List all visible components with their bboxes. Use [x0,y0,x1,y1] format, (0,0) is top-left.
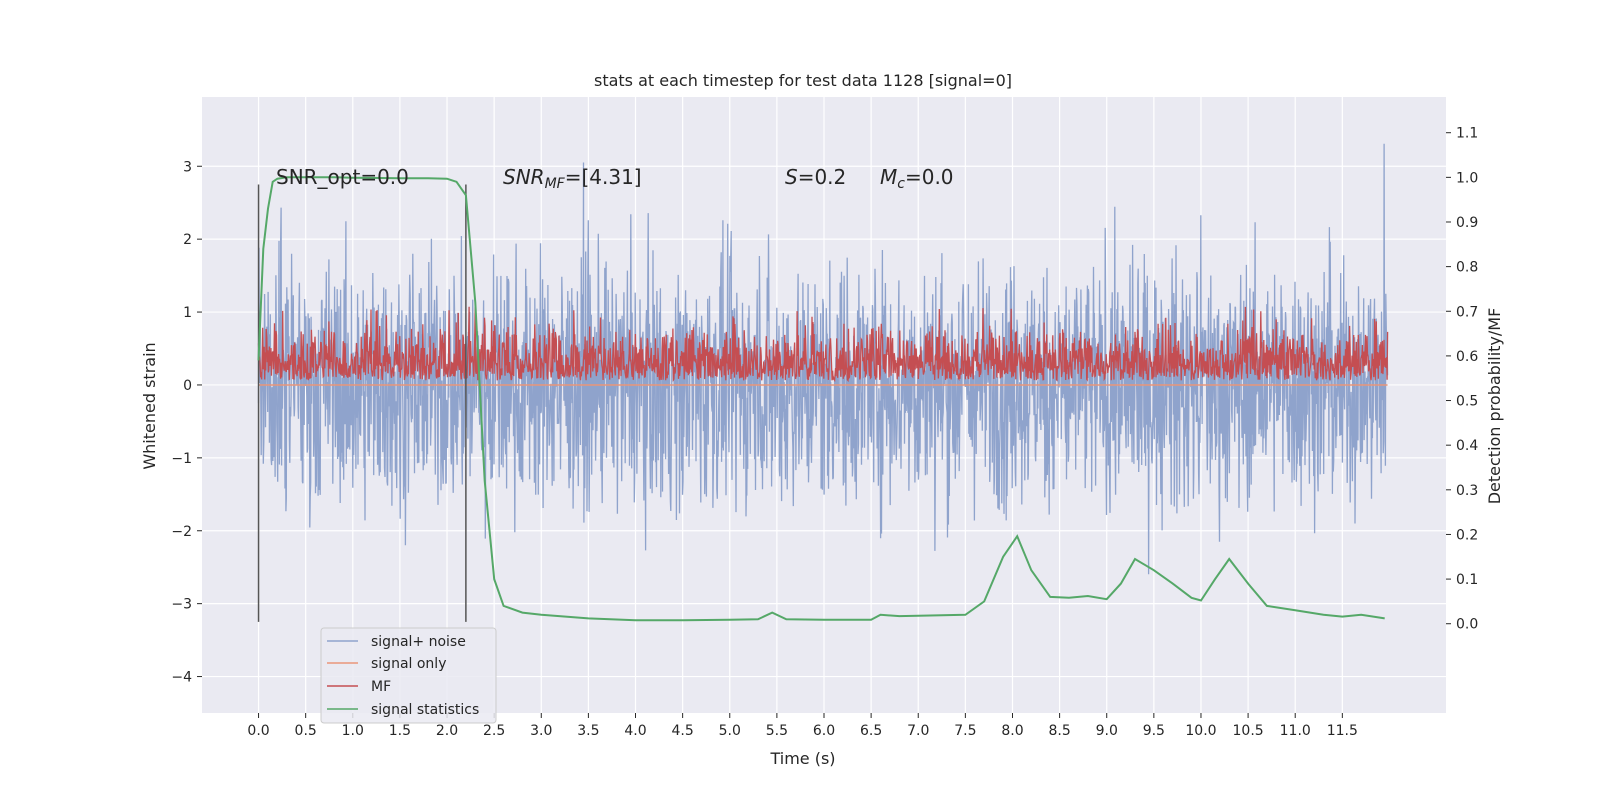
legend-entry: signal statistics [327,702,479,718]
x-tick-label: 1.0 [342,723,364,739]
y-axis-label-left: Whitened strain [140,342,159,469]
x-tick-label: 6.0 [813,723,835,739]
y-tick-label-left: 2 [183,232,192,248]
x-tick-label: 8.5 [1048,723,1070,739]
y-tick-label-right: 0.8 [1456,260,1478,276]
x-tick-label: 11.5 [1327,723,1358,739]
legend-label: signal statistics [371,702,479,718]
legend-label: MF [371,679,391,695]
x-tick-label: 5.5 [766,723,788,739]
legend: signal+ noise signal only MF signal stat… [320,627,497,724]
y-tick-label-right: 1.1 [1456,126,1478,142]
legend-box [320,627,497,724]
y-tick-label-left: −1 [171,451,192,467]
legend-entry: signal+ noise [327,634,466,650]
x-tick-label: 7.0 [907,723,929,739]
y-tick-label-right: 0.3 [1456,483,1478,499]
y-tick-label-left: −4 [171,670,192,686]
y-tick-label-left: −2 [171,524,192,540]
x-tick-label: 9.0 [1096,723,1118,739]
x-tick-label: 1.5 [389,723,411,739]
series-mf-line [257,306,1389,383]
chart-title: stats at each timestep for test data 112… [594,71,1012,90]
x-tick-label: 7.5 [954,723,976,739]
y-tick-label-right: 0.1 [1456,572,1478,588]
x-tick-label: 10.5 [1233,723,1264,739]
x-tick-label: 2.5 [483,723,505,739]
y-axis-label-right: Detection probability/MF [1485,308,1504,505]
series-signal-statistics-line [257,176,1385,622]
x-tick-label: 8.0 [1001,723,1023,739]
y-tick-label-left: 0 [183,378,192,394]
y-tick-label-right: 0.9 [1456,215,1478,231]
y-tick-label-right: 0.2 [1456,527,1478,543]
annotation-mc: Mc=0.0 [880,165,954,192]
x-tick-label: 10.0 [1185,723,1216,739]
legend-label: signal+ noise [371,634,466,650]
y-tick-label-left: 1 [183,305,192,321]
y-tick-label-right: 0.5 [1456,394,1478,410]
y-tick-label-right: 0.0 [1456,617,1478,633]
x-tick-label: 4.0 [624,723,646,739]
legend-entry: signal only [327,656,446,672]
x-tick-label: 11.0 [1280,723,1311,739]
x-tick-label: 3.0 [530,723,552,739]
y-tick-label-left: −3 [171,597,192,613]
x-tick-label: 9.5 [1143,723,1165,739]
series-signal-noise-line [257,143,1389,575]
x-axis-label: Time (s) [769,749,835,768]
y-tick-label-right: 1.0 [1456,170,1478,186]
annotation-snr-mf: SNRMF=[4.31] [503,165,642,192]
annotation-snr-opt: SNR_opt=0.0 [276,165,409,189]
legend-entry: MF [327,679,391,695]
legend-label: signal only [371,656,446,672]
y-tick-label-right: 0.7 [1456,304,1478,320]
x-tick-label: 5.0 [719,723,741,739]
annotation-s: S=0.2 [785,165,846,189]
x-tick-label: 3.5 [577,723,599,739]
x-tick-label: 0.5 [295,723,317,739]
x-tick-label: 6.5 [860,723,882,739]
y-tick-label-left: 3 [183,159,192,175]
x-tick-label: 0.0 [247,723,269,739]
y-tick-label-right: 0.6 [1456,349,1478,365]
x-tick-label: 2.0 [436,723,458,739]
x-tick-label: 4.5 [672,723,694,739]
y-tick-label-right: 0.4 [1456,438,1478,454]
